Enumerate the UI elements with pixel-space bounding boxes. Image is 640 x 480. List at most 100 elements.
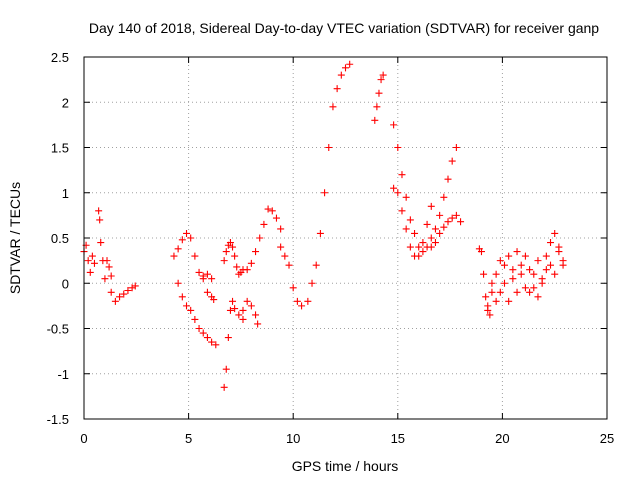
data-point [260, 220, 268, 228]
data-point [308, 279, 316, 287]
data-point [431, 225, 439, 233]
data-point [534, 293, 542, 301]
y-tick-label: 2 [62, 95, 69, 110]
plot-frame [83, 56, 608, 420]
data-point [243, 297, 251, 305]
data-point [178, 236, 186, 244]
data-point [277, 243, 285, 251]
series-s15 [390, 121, 460, 256]
data-point [256, 234, 264, 242]
data-point [542, 252, 550, 260]
data-point [120, 290, 128, 298]
data-point [373, 103, 381, 111]
data-point [492, 270, 500, 278]
data-point [448, 157, 456, 165]
data-point [394, 144, 402, 151]
series-s1 [80, 241, 98, 276]
data-point [427, 202, 435, 210]
data-point [124, 286, 132, 294]
data-point [86, 268, 94, 276]
y-tick-label: -0.5 [47, 322, 69, 337]
data-point [513, 288, 521, 296]
data-point [220, 257, 228, 265]
data-point [212, 341, 220, 349]
data-point [419, 239, 427, 247]
data-point [505, 252, 513, 260]
series-s16 [427, 211, 465, 251]
data-point [272, 214, 280, 222]
data-point [210, 296, 218, 304]
data-point [203, 334, 211, 342]
data-point [337, 71, 345, 79]
data-point [203, 270, 211, 278]
data-point [486, 311, 494, 319]
data-point [534, 257, 542, 265]
data-point [555, 248, 563, 256]
data-point [183, 302, 191, 310]
x-axis-ticks: 0 5 10 15 20 25 [80, 57, 614, 446]
y-tick-label: 1 [62, 186, 69, 201]
data-point [390, 184, 398, 192]
data-point [231, 252, 239, 260]
data-point [116, 293, 124, 301]
data-point [239, 315, 247, 323]
data-point [329, 103, 337, 111]
data-point [252, 311, 260, 319]
data-point [111, 297, 119, 305]
data-point [316, 229, 324, 237]
x-tick-label: 10 [286, 431, 300, 446]
data-point [551, 229, 559, 237]
data-point [229, 297, 237, 305]
data-point [375, 89, 383, 97]
data-point [390, 121, 398, 129]
data-point [448, 214, 456, 222]
data-point [268, 207, 276, 215]
data-point [406, 216, 414, 224]
data-point [538, 279, 546, 287]
data-point [88, 252, 96, 260]
series-s2 [95, 207, 115, 283]
data-point [174, 279, 182, 287]
data-point [457, 218, 465, 226]
data-point [195, 268, 203, 276]
data-point [477, 248, 485, 256]
x-tick-label: 5 [185, 431, 192, 446]
data-point [229, 243, 237, 251]
data-point [183, 229, 191, 237]
data-point [436, 229, 444, 237]
data-point [398, 207, 406, 215]
series-s19 [488, 248, 567, 305]
data-point [509, 275, 517, 283]
data-point [325, 144, 333, 151]
data-point [521, 284, 529, 292]
data-point [452, 211, 460, 219]
data-point [440, 193, 448, 201]
x-tick-label: 0 [80, 431, 87, 446]
data-point [482, 293, 490, 301]
series-s7 [220, 297, 247, 391]
series-s5 [174, 279, 220, 349]
data-point [101, 275, 109, 283]
data-point [346, 60, 354, 68]
series-s13 [371, 71, 387, 124]
plot-grid [84, 57, 607, 419]
data-point [195, 325, 203, 332]
data-point [84, 257, 92, 265]
x-axis-label: GPS time / hours [292, 458, 399, 474]
y-tick-label: 2.5 [51, 50, 69, 65]
data-point [505, 297, 513, 305]
data-point [277, 225, 285, 233]
data-points [80, 60, 567, 391]
data-point [224, 334, 232, 342]
series-s10 [243, 205, 285, 274]
data-point [530, 284, 538, 292]
data-point [298, 302, 306, 310]
data-point [411, 229, 419, 237]
data-point [97, 239, 105, 247]
data-point [402, 225, 410, 233]
series-s11 [277, 243, 306, 310]
data-point [90, 259, 98, 267]
data-point [559, 257, 567, 265]
data-point [103, 257, 111, 265]
